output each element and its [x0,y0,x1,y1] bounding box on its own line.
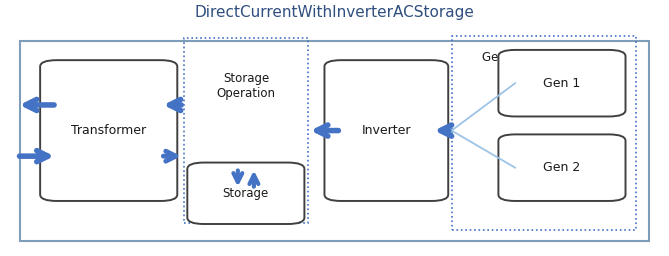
FancyBboxPatch shape [187,163,304,224]
Text: Storage: Storage [223,187,269,200]
FancyBboxPatch shape [40,60,177,201]
FancyBboxPatch shape [498,50,626,116]
FancyBboxPatch shape [324,60,448,201]
Bar [452,36,636,230]
Text: Storage
Operation: Storage Operation [217,72,276,100]
Text: Inverter: Inverter [362,124,411,137]
Text: Gen 2: Gen 2 [543,161,581,174]
Text: DirectCurrentWithInverterACStorage: DirectCurrentWithInverterACStorage [195,5,474,20]
Text: Transformer: Transformer [71,124,147,137]
Bar [184,38,308,223]
FancyBboxPatch shape [498,134,626,201]
Text: Gen 1: Gen 1 [543,77,581,90]
FancyBboxPatch shape [20,41,649,241]
Text: Generator Operation: Generator Operation [482,51,605,64]
